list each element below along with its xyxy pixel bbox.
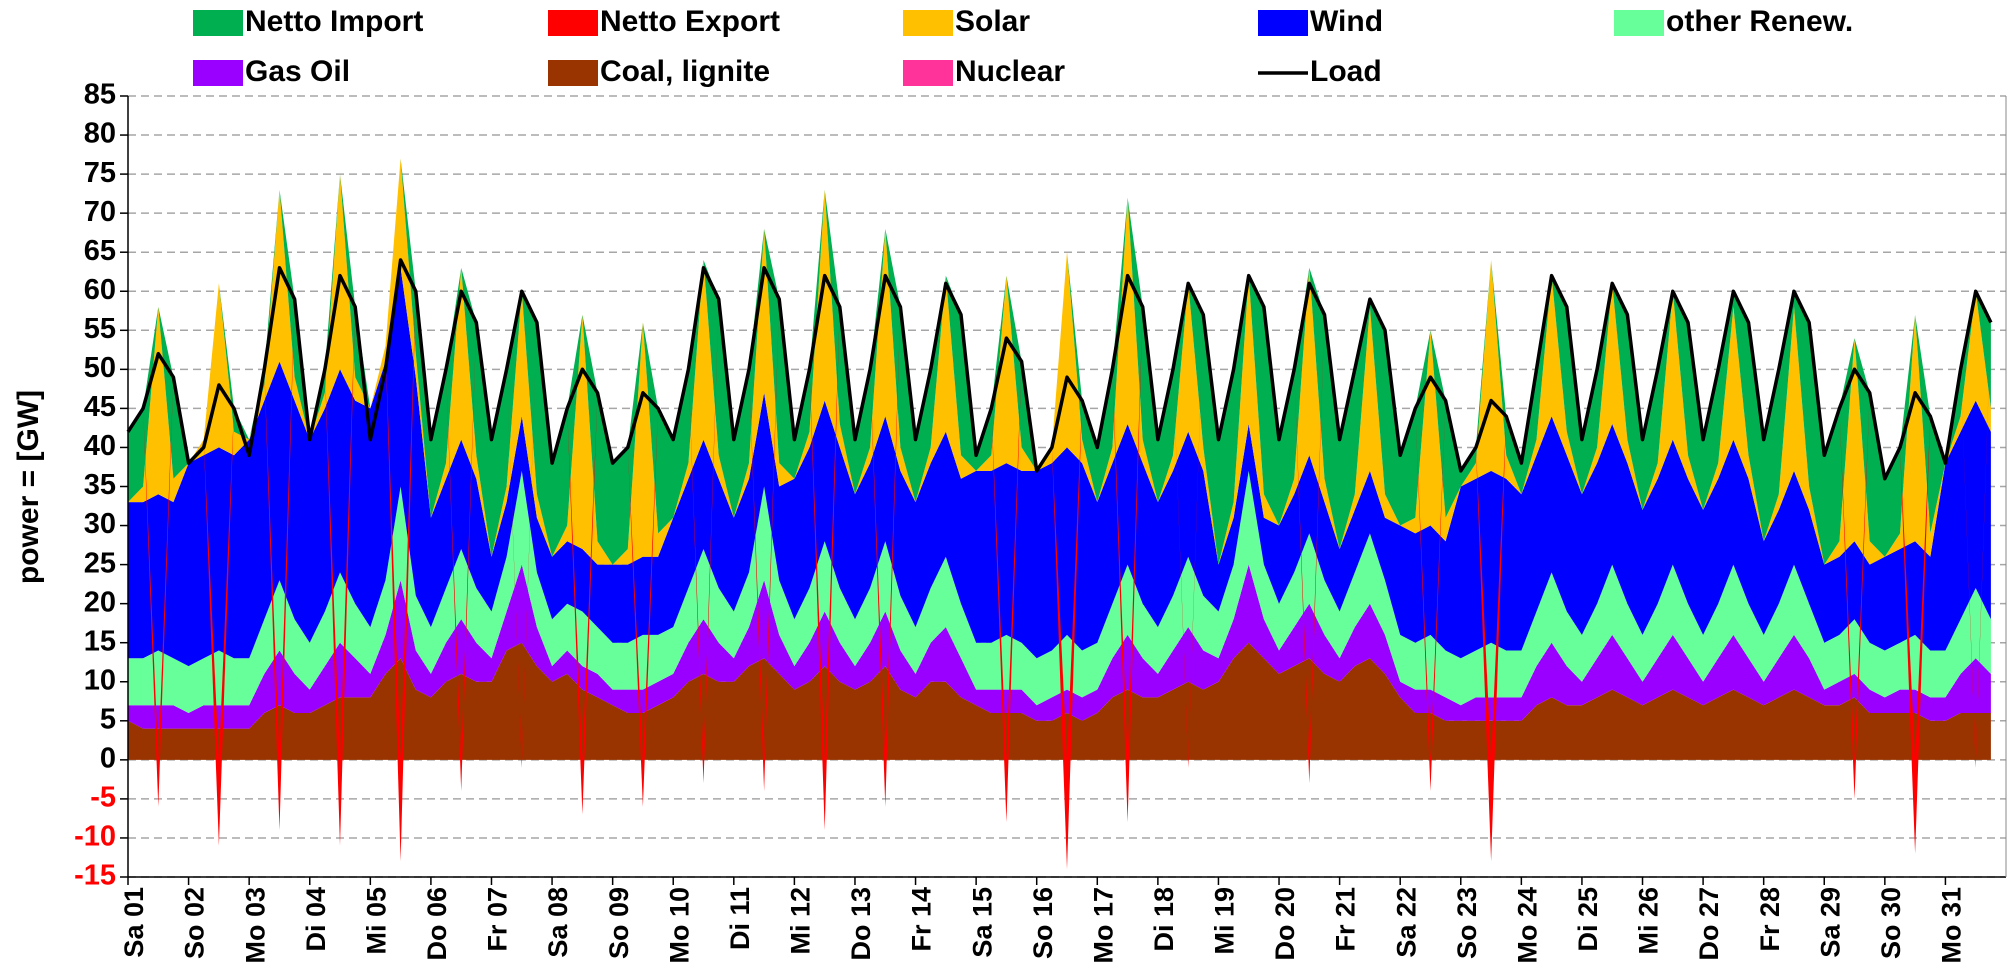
x-tick-label: So 23 bbox=[1452, 887, 1482, 959]
y-axis-label: power = [GW] bbox=[12, 390, 45, 584]
x-tick-label: Mo 10 bbox=[664, 887, 694, 964]
y-tick-label: -5 bbox=[90, 782, 116, 814]
legend-label: Nuclear bbox=[955, 55, 1065, 88]
legend-label: Coal, lignite bbox=[600, 55, 770, 88]
y-tick-label: 45 bbox=[84, 391, 116, 423]
areas bbox=[128, 158, 1991, 870]
area bbox=[128, 267, 1991, 667]
x-tick-label: Sa 15 bbox=[967, 887, 997, 958]
y-tick-label: 10 bbox=[84, 664, 116, 696]
x-tick-label: Di 25 bbox=[1573, 887, 1603, 952]
y-tick-label: 30 bbox=[84, 508, 116, 540]
x-tick-label: Sa 22 bbox=[1391, 887, 1421, 958]
legend-label: Wind bbox=[1310, 5, 1383, 38]
x-tick-label: Mo 24 bbox=[1512, 887, 1542, 964]
legend-item: Wind bbox=[1258, 5, 1383, 38]
x-tick-label: So 09 bbox=[604, 887, 634, 959]
legend-swatch bbox=[193, 10, 243, 36]
legend-label: other Renew. bbox=[1666, 5, 1853, 38]
x-tick-label: Sa 08 bbox=[543, 887, 573, 958]
x-tick-label: Mo 31 bbox=[1937, 887, 1967, 964]
x-tick-label: So 30 bbox=[1876, 887, 1906, 959]
area bbox=[128, 158, 1991, 565]
x-tick-label: Do 27 bbox=[1694, 887, 1724, 961]
y-tick-label: 35 bbox=[84, 469, 116, 501]
x-tick-label: Mi 12 bbox=[786, 887, 816, 955]
legend-item: Gas Oil bbox=[193, 55, 350, 88]
y-tick-label: 40 bbox=[84, 430, 116, 462]
y-tick-label: 80 bbox=[84, 118, 116, 150]
legend-item: Nuclear bbox=[903, 55, 1065, 88]
area bbox=[128, 470, 1991, 713]
y-tick-label: 70 bbox=[84, 196, 116, 228]
x-tick-label: Mi 26 bbox=[1634, 887, 1664, 955]
area bbox=[128, 642, 1991, 760]
y-tick-label: -15 bbox=[74, 860, 116, 892]
legend-item: Netto Import bbox=[193, 5, 423, 38]
legend-label: Netto Import bbox=[245, 5, 423, 38]
legend-swatch bbox=[903, 60, 953, 86]
x-tick-label: So 16 bbox=[1028, 887, 1058, 959]
legend-label: Load bbox=[1310, 55, 1382, 88]
legend-item: other Renew. bbox=[1614, 5, 1853, 38]
legend-swatch bbox=[548, 10, 598, 36]
load-line bbox=[126, 258, 1993, 481]
x-tick-label: Fr 14 bbox=[907, 887, 937, 952]
x-tick-label: Di 18 bbox=[1149, 887, 1179, 952]
legend-swatch bbox=[193, 60, 243, 86]
x-tick-label: Mo 03 bbox=[240, 887, 270, 964]
y-tick-label: 25 bbox=[84, 547, 116, 579]
x-tick-label: Di 04 bbox=[301, 887, 331, 952]
x-tick-label: Sa 01 bbox=[119, 887, 149, 958]
y-tick-label: 75 bbox=[84, 157, 116, 189]
x-tick-label: Mi 05 bbox=[361, 887, 391, 955]
x-tick-label: Sa 29 bbox=[1815, 887, 1845, 958]
legend-swatch bbox=[548, 60, 598, 86]
area bbox=[128, 564, 1991, 729]
y-tick-label: -10 bbox=[74, 821, 116, 853]
x-tick-label: Fr 28 bbox=[1755, 887, 1785, 952]
area bbox=[128, 158, 1991, 565]
y-tick-label: 85 bbox=[84, 79, 116, 111]
y-tick-label: 0 bbox=[100, 743, 116, 775]
x-tick-label: Fr 07 bbox=[483, 887, 513, 952]
x-tick-label: Fr 21 bbox=[1331, 887, 1361, 952]
legend-label: Gas Oil bbox=[245, 55, 350, 88]
legend-swatch bbox=[1614, 10, 1664, 36]
y-tick-label: 5 bbox=[100, 703, 116, 735]
legend-item: Netto Export bbox=[548, 5, 780, 38]
x-tick-label: Do 13 bbox=[846, 887, 876, 961]
y-tick-label: 50 bbox=[84, 352, 116, 384]
x-tick-label: Do 20 bbox=[1270, 887, 1300, 961]
legend-label: Solar bbox=[955, 5, 1030, 38]
legend-item: Load bbox=[1258, 55, 1382, 88]
legend-swatch bbox=[903, 10, 953, 36]
x-tick-label: So 02 bbox=[180, 887, 210, 959]
y-tick-label: 20 bbox=[84, 586, 116, 618]
y-tick-label: 65 bbox=[84, 235, 116, 267]
x-tick-label: Mo 17 bbox=[1088, 887, 1118, 964]
legend-label: Netto Export bbox=[600, 5, 780, 38]
x-tick-label: Do 06 bbox=[422, 887, 452, 961]
y-tick-label: 60 bbox=[84, 274, 116, 306]
y-tick-label: 15 bbox=[84, 625, 116, 657]
x-tick-label: Mi 19 bbox=[1210, 887, 1240, 955]
y-tick-label: 55 bbox=[84, 313, 116, 345]
x-tick-label: Di 11 bbox=[725, 887, 755, 950]
legend-swatch bbox=[1258, 10, 1308, 36]
legend-item: Coal, lignite bbox=[548, 55, 770, 88]
legend-item: Solar bbox=[903, 5, 1030, 38]
